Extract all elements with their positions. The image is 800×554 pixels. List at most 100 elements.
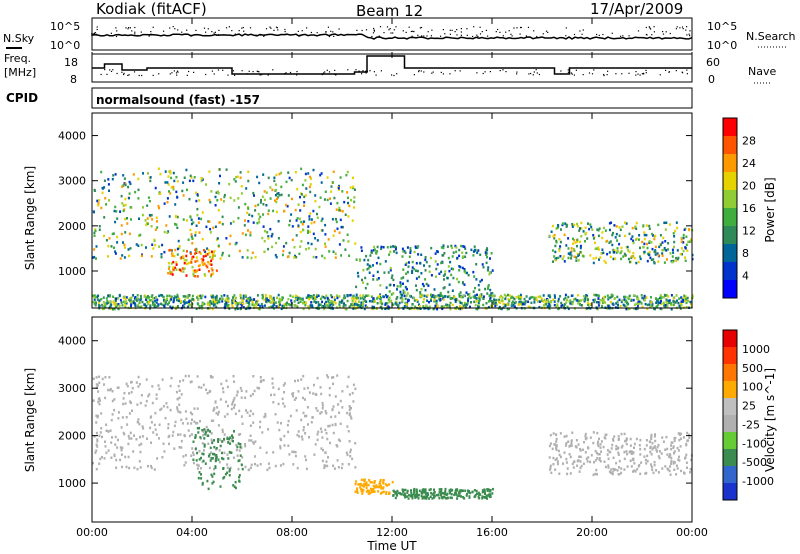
power-echo-cell: [141, 300, 144, 304]
power-echo-cell: [137, 177, 140, 181]
nave-dot: [116, 72, 118, 75]
velocity-echo-cell: [569, 444, 572, 447]
power-echo-cell: [308, 218, 311, 221]
power-echo-cell: [546, 305, 549, 308]
nsearch-dot: [95, 33, 97, 35]
velocity-echo-cell: [95, 431, 98, 435]
power-echo-cell: [96, 199, 99, 203]
power-echo-cell: [452, 251, 455, 254]
power-echo-cell: [114, 252, 117, 255]
nsearch-dot: [637, 30, 640, 32]
velocity-echo-cell: [554, 458, 557, 461]
nave-dot: [454, 70, 456, 72]
velocity-echo-cell: [267, 428, 270, 431]
power-echo-cell: [666, 304, 669, 308]
velocity-echo-cell: [193, 407, 196, 410]
power-echo-cell: [637, 298, 640, 301]
velocity-echo-cell: [599, 446, 602, 449]
power-echo-cell: [687, 299, 690, 303]
power-echo-cell: [109, 294, 111, 297]
power-echo-cell: [631, 226, 634, 230]
velocity-echo-cell: [229, 442, 232, 445]
velocity-echo-cell: [214, 459, 217, 463]
velocity-echo-cell: [656, 450, 658, 453]
power-echo-cell: [207, 220, 210, 223]
power-echo-cell: [191, 294, 194, 298]
x-tick-label: 12:00: [376, 526, 408, 539]
velocity-echo-cell: [252, 441, 255, 444]
power-echo-cell: [335, 218, 337, 221]
power-echo-cell: [242, 306, 245, 309]
velocity-echo-cell: [261, 431, 264, 434]
power-echo-cell: [313, 300, 316, 303]
power-echo-cell: [651, 302, 654, 306]
velocity-echo-cell: [391, 480, 394, 484]
power-echo-cell: [636, 304, 639, 308]
velocity-echo-cell: [460, 489, 463, 492]
power-echo-cell: [178, 299, 180, 303]
power-echo-cell: [183, 176, 186, 179]
power-echo-cell: [120, 301, 123, 304]
power-echo-cell: [576, 299, 579, 302]
power-echo-cell: [346, 191, 349, 194]
nsearch-dot: [214, 31, 216, 33]
power-echo-cell: [576, 240, 579, 243]
power-echo-cell: [442, 295, 445, 299]
power-echo-cell: [312, 297, 315, 300]
velocity-echo-cell: [673, 439, 676, 443]
velocity-echo-cell: [651, 442, 654, 445]
power-echo-cell: [227, 304, 230, 307]
velocity-echo-cell: [262, 379, 265, 382]
velocity-echo-cell: [196, 375, 199, 378]
velocity-echo-cell: [555, 457, 558, 460]
power-echo-cell: [186, 250, 188, 253]
power-echo-cell: [472, 295, 475, 298]
power-echo-cell: [525, 295, 528, 298]
power-echo-cell: [487, 306, 490, 309]
velocity-echo-cell: [176, 406, 179, 409]
power-echo-cell: [229, 196, 232, 200]
power-echo-cell: [646, 246, 649, 250]
power-echo-cell: [402, 291, 405, 295]
power-echo-cell: [373, 305, 375, 309]
power-echo-cell: [577, 302, 580, 305]
power-echo-cell: [160, 255, 163, 259]
power-echo-cell: [101, 304, 104, 308]
power-echo-cell: [458, 248, 461, 252]
power-echo-cell: [163, 230, 166, 234]
power-echo-cell: [283, 209, 286, 213]
power-echo-cell: [199, 263, 202, 267]
velocity-echo-cell: [571, 462, 574, 466]
nave-dot: [573, 74, 575, 76]
power-echo-cell: [117, 307, 120, 311]
velocity-echo-cell: [404, 495, 407, 498]
velocity-echo-cell: [568, 445, 571, 448]
nave-tick-bottom: 0: [708, 73, 715, 86]
velocity-echo-cell: [396, 494, 399, 497]
nsearch-dot: [263, 35, 265, 37]
power-echo-cell: [504, 304, 507, 307]
velocity-echo-cell: [259, 446, 262, 449]
velocity-echo-cell: [173, 424, 176, 428]
velocity-echo-cell: [273, 393, 276, 396]
power-echo-cell: [286, 205, 289, 208]
power-echo-cell: [286, 255, 289, 259]
power-echo-cell: [627, 302, 630, 306]
velocity-echo-cell: [320, 411, 323, 414]
power-echo-cell: [650, 304, 653, 307]
nsearch-dot: [565, 35, 567, 37]
power-echo-cell: [402, 268, 405, 271]
power-echo-cell: [385, 286, 388, 289]
velocity-echo-cell: [360, 483, 362, 486]
power-echo-cell: [417, 245, 420, 248]
velocity-echo-cell: [652, 446, 655, 449]
power-echo-cell: [625, 246, 628, 249]
power-echo-cell: [413, 250, 416, 254]
power-echo-cell: [184, 301, 187, 304]
velocity-echo-cell: [380, 484, 382, 488]
power-echo-cell: [128, 254, 131, 258]
velocity-echo-cell: [215, 457, 217, 460]
velocity-echo-cell: [349, 412, 351, 415]
velocity-echo-cell: [222, 457, 225, 461]
